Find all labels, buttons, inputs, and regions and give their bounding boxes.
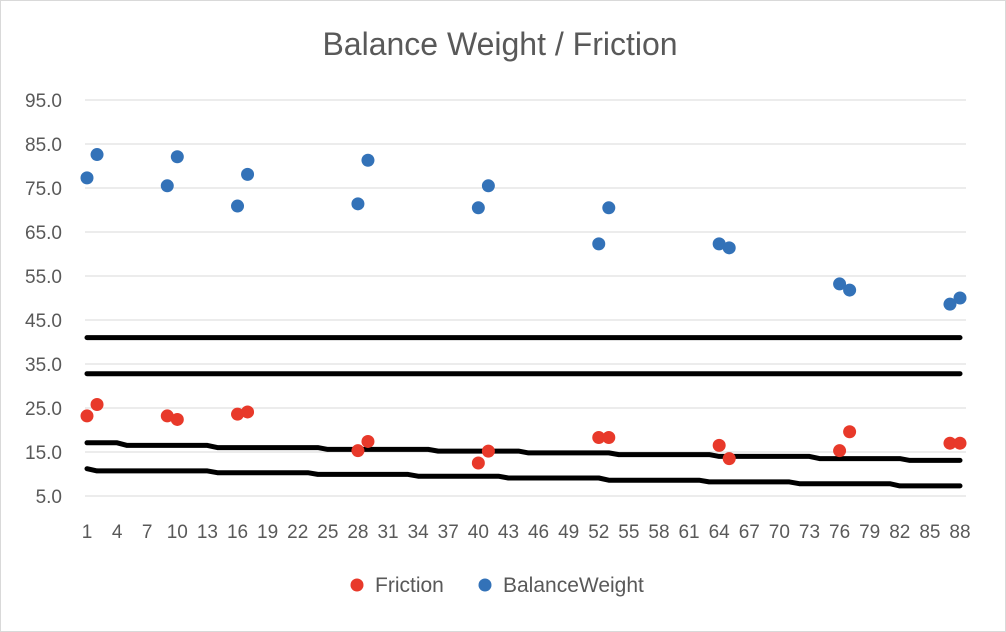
x-tick-label: 16 xyxy=(227,522,248,543)
point-balanceweight-2 xyxy=(160,179,174,193)
x-tick-label: 70 xyxy=(769,522,790,543)
x-tick-label: 25 xyxy=(317,522,338,543)
point-friction-1 xyxy=(90,397,104,411)
point-friction-6 xyxy=(351,444,365,458)
legend-marker-balanceweight xyxy=(478,578,492,592)
point-friction-13 xyxy=(722,452,736,466)
reference-line-3 xyxy=(84,466,963,489)
x-tick-label: 55 xyxy=(618,522,639,543)
point-friction-0 xyxy=(80,409,94,423)
legend-marker-friction xyxy=(350,578,364,592)
chart-title: Balance Weight / Friction xyxy=(322,26,677,62)
y-tick-label: 5.0 xyxy=(36,487,62,508)
point-balanceweight-12 xyxy=(712,237,726,251)
x-tick-label: 46 xyxy=(528,522,549,543)
point-balanceweight-4 xyxy=(231,199,245,213)
point-balanceweight-15 xyxy=(843,283,857,297)
reference-lines xyxy=(84,335,963,489)
point-friction-2 xyxy=(160,409,174,423)
x-tick-label: 34 xyxy=(408,522,430,543)
point-friction-14 xyxy=(833,444,847,458)
point-balanceweight-8 xyxy=(471,201,485,215)
y-tick-label: 55.0 xyxy=(25,267,62,288)
point-balanceweight-13 xyxy=(722,241,736,255)
point-friction-17 xyxy=(953,436,967,450)
legend-label-balanceweight: BalanceWeight xyxy=(503,574,644,597)
point-friction-9 xyxy=(481,444,495,458)
point-friction-4 xyxy=(231,407,245,421)
x-tick-label: 61 xyxy=(678,522,699,543)
x-tick-label: 7 xyxy=(142,522,153,543)
point-friction-12 xyxy=(712,438,726,452)
point-balanceweight-7 xyxy=(361,153,375,167)
point-friction-15 xyxy=(843,425,857,439)
x-axis-tick-labels: 1 4 7 10 13 16 19 22 25 28 31 34 37 40 43 46 49 52 55 58 61 6… xyxy=(82,522,971,543)
y-tick-label: 85.0 xyxy=(25,135,62,156)
point-friction-5 xyxy=(241,405,255,419)
y-tick-label: 25.0 xyxy=(25,399,62,420)
x-tick-label: 64 xyxy=(709,522,731,543)
reference-line-2 xyxy=(84,440,963,463)
point-balanceweight-0 xyxy=(80,171,94,185)
point-friction-11 xyxy=(602,430,616,444)
x-tick-label: 49 xyxy=(558,522,579,543)
point-friction-16 xyxy=(943,436,957,450)
x-tick-label: 4 xyxy=(112,522,123,543)
x-tick-label: 31 xyxy=(377,522,398,543)
legend: Friction BalanceWeight xyxy=(350,574,644,597)
x-tick-label: 10 xyxy=(167,522,188,543)
point-balanceweight-6 xyxy=(351,197,365,211)
point-balanceweight-3 xyxy=(170,150,184,164)
point-friction-7 xyxy=(361,434,375,448)
legend-label-friction: Friction xyxy=(375,574,444,597)
point-balanceweight-5 xyxy=(241,167,255,181)
y-axis-tick-labels: 5.0 15.0 25.0 35.0 45.0 55.0 65.0 75.0 85.0 95.0 xyxy=(25,91,62,508)
point-balanceweight-1 xyxy=(90,148,104,162)
point-friction-8 xyxy=(471,456,485,470)
x-tick-label: 40 xyxy=(468,522,489,543)
y-tick-label: 75.0 xyxy=(25,179,62,200)
x-tick-label: 85 xyxy=(919,522,940,543)
point-friction-3 xyxy=(170,412,184,426)
x-tick-label: 19 xyxy=(257,522,278,543)
x-tick-label: 1 xyxy=(82,522,93,543)
point-balanceweight-17 xyxy=(953,291,967,305)
x-tick-label: 58 xyxy=(648,522,669,543)
x-tick-label: 82 xyxy=(889,522,910,543)
point-balanceweight-9 xyxy=(481,179,495,193)
x-tick-label: 79 xyxy=(859,522,880,543)
x-tick-label: 43 xyxy=(498,522,519,543)
x-tick-label: 52 xyxy=(588,522,609,543)
x-tick-label: 37 xyxy=(438,522,459,543)
x-tick-label: 13 xyxy=(197,522,218,543)
point-balanceweight-11 xyxy=(602,201,616,215)
x-tick-label: 76 xyxy=(829,522,850,543)
x-tick-label: 73 xyxy=(799,522,820,543)
y-tick-label: 45.0 xyxy=(25,311,62,332)
x-tick-label: 88 xyxy=(949,522,970,543)
y-tick-label: 65.0 xyxy=(25,223,62,244)
x-tick-label: 28 xyxy=(347,522,368,543)
point-balanceweight-10 xyxy=(592,237,606,251)
point-balanceweight-14 xyxy=(833,277,847,291)
point-friction-10 xyxy=(592,430,606,444)
y-tick-label: 35.0 xyxy=(25,355,62,376)
point-balanceweight-16 xyxy=(943,297,957,311)
x-tick-label: 22 xyxy=(287,522,308,543)
y-tick-label: 15.0 xyxy=(25,443,62,464)
gridlines xyxy=(85,99,966,497)
data-points xyxy=(80,148,967,470)
y-tick-label: 95.0 xyxy=(25,91,62,112)
x-tick-label: 67 xyxy=(739,522,760,543)
